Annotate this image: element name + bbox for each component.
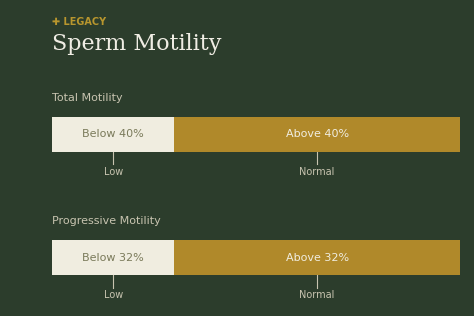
- Text: Normal: Normal: [300, 167, 335, 177]
- Bar: [174, 240, 460, 275]
- Text: Above 32%: Above 32%: [285, 252, 349, 263]
- Text: Sperm Motility: Sperm Motility: [52, 33, 222, 55]
- Text: Above 40%: Above 40%: [285, 129, 349, 139]
- Text: Below 32%: Below 32%: [82, 252, 144, 263]
- Text: Low: Low: [104, 290, 123, 300]
- Text: Below 40%: Below 40%: [82, 129, 144, 139]
- Text: Progressive Motility: Progressive Motility: [52, 216, 161, 226]
- Bar: [52, 117, 174, 152]
- Text: ✚ LEGACY: ✚ LEGACY: [52, 17, 106, 27]
- Bar: [174, 117, 460, 152]
- Text: Normal: Normal: [300, 290, 335, 300]
- Text: Total Motility: Total Motility: [52, 93, 123, 103]
- Text: Low: Low: [104, 167, 123, 177]
- Bar: [52, 240, 174, 275]
